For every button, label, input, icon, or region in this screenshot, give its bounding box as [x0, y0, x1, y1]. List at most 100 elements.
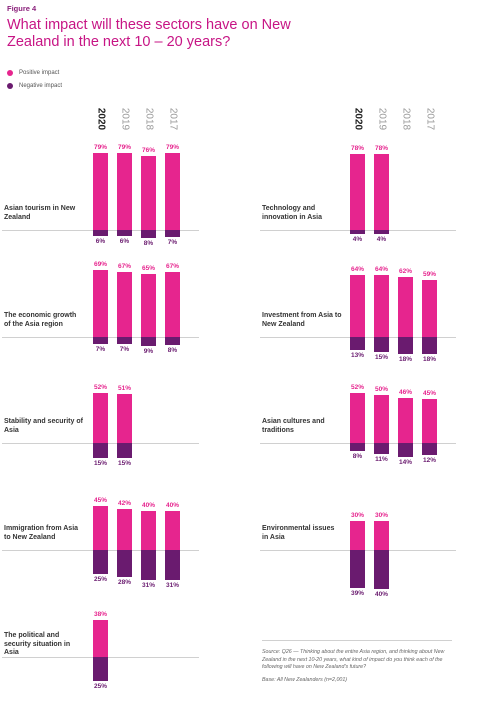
bar-negative-investment-from-asia-to-new-zealand-2019: [374, 337, 389, 352]
bar-positive-asian-cultures-and-traditions-2019: [374, 394, 389, 443]
source-divider: [262, 640, 452, 641]
label-positive-environmental-issues-in-asia-2020: 30%: [350, 511, 364, 519]
bar-negative-asian-tourism-in-new-zealand-2018: [141, 230, 156, 238]
label-positive-immigration-from-asia-to-new-zealand-2018: 40%: [141, 502, 155, 510]
label-positive-stability-and-security-of-asia-2020: 52%: [93, 383, 107, 391]
label-positive-the-economic-growth-of-the-asia-region-2019: 67%: [117, 263, 131, 270]
bar-negative-stability-and-security-of-asia-2019: [117, 443, 132, 458]
bar-negative-asian-tourism-in-new-zealand-2017: [165, 230, 180, 237]
label-negative-investment-from-asia-to-new-zealand-2017: 18%: [422, 356, 436, 364]
label-positive-stability-and-security-of-asia-2019: 51%: [117, 384, 131, 392]
label-negative-stability-and-security-of-asia-2019: 15%: [117, 459, 131, 467]
bar-negative-the-economic-growth-of-the-asia-region-2020: [93, 337, 108, 344]
year-label-2020: 2020: [352, 107, 363, 131]
bar-positive-stability-and-security-of-asia-2019: [117, 393, 132, 443]
bar-positive-the-economic-growth-of-the-asia-region-2019: [117, 272, 132, 337]
bar-positive-environmental-issues-in-asia-2019: [374, 520, 389, 550]
bar-positive-asian-tourism-in-new-zealand-2017: [165, 153, 180, 230]
label-negative-immigration-from-asia-to-new-zealand-2017: 31%: [165, 582, 179, 590]
bar-negative-immigration-from-asia-to-new-zealand-2018: [141, 550, 156, 581]
source-note: Source: Q26 — Thinking about the entire …: [262, 649, 462, 689]
bar-positive-investment-from-asia-to-new-zealand-2017: [422, 279, 437, 337]
legend-swatch-negative: [7, 82, 13, 89]
label-negative-the-political-and-security-situation-in-asia-2020: 25%: [93, 683, 107, 691]
label-positive-asian-tourism-in-new-zealand-2019: 79%: [117, 144, 131, 152]
bar-negative-stability-and-security-of-asia-2020: [93, 443, 108, 458]
label-negative-technology-and-innovation-in-asia-2020: 4%: [352, 235, 363, 243]
bar-negative-asian-tourism-in-new-zealand-2019: [117, 230, 132, 236]
bar-negative-immigration-from-asia-to-new-zealand-2017: [165, 550, 180, 581]
year-label-2017: 2017: [424, 107, 435, 131]
legend-item-negative: Negative impact: [7, 79, 62, 92]
bar-positive-the-political-and-security-situation-in-asia-2020: [93, 620, 108, 657]
legend-label-positive: Positive impact: [19, 69, 60, 76]
label-negative-asian-cultures-and-traditions-2020: 8%: [352, 452, 363, 460]
sector-label-immigration-from-asia-to-new-zealand: Immigration from Asia to New Zealand: [4, 525, 79, 541]
bar-negative-environmental-issues-in-asia-2020: [350, 550, 365, 588]
label-negative-the-economic-growth-of-the-asia-region-2018: 9%: [143, 347, 154, 355]
label-negative-immigration-from-asia-to-new-zealand-2020: 25%: [93, 576, 107, 584]
year-label-2020: 2020: [95, 107, 106, 131]
sector-label-the-political-and-security-situation-in-asia: The political and security situation in …: [4, 632, 71, 656]
bar-negative-immigration-from-asia-to-new-zealand-2020: [93, 550, 108, 575]
bar-positive-immigration-from-asia-to-new-zealand-2020: [93, 506, 108, 550]
bar-negative-immigration-from-asia-to-new-zealand-2019: [117, 550, 132, 578]
label-positive-asian-tourism-in-new-zealand-2020: 79%: [93, 144, 107, 152]
bar-positive-asian-tourism-in-new-zealand-2018: [141, 156, 156, 230]
bar-negative-asian-cultures-and-traditions-2018: [398, 443, 413, 457]
bar-positive-immigration-from-asia-to-new-zealand-2019: [117, 509, 132, 550]
label-positive-immigration-from-asia-to-new-zealand-2019: 42%: [117, 500, 131, 508]
label-positive-asian-cultures-and-traditions-2020: 52%: [350, 383, 364, 391]
label-negative-immigration-from-asia-to-new-zealand-2019: 28%: [117, 579, 131, 587]
bar-negative-the-economic-growth-of-the-asia-region-2018: [141, 337, 156, 346]
label-negative-investment-from-asia-to-new-zealand-2020: 13%: [350, 351, 364, 359]
bar-positive-the-economic-growth-of-the-asia-region-2018: [141, 273, 156, 337]
bar-positive-asian-cultures-and-traditions-2017: [422, 399, 437, 443]
label-positive-the-economic-growth-of-the-asia-region-2017: 67%: [165, 263, 179, 270]
label-negative-immigration-from-asia-to-new-zealand-2018: 31%: [141, 582, 155, 590]
label-negative-environmental-issues-in-asia-2019: 40%: [374, 590, 388, 598]
sector-label-asian-cultures-and-traditions: Asian cultures and traditions: [262, 418, 325, 434]
label-positive-asian-cultures-and-traditions-2018: 46%: [398, 389, 412, 397]
sector-label-stability-and-security-of-asia: Stability and security of Asia: [4, 418, 83, 434]
bar-negative-technology-and-innovation-in-asia-2020: [350, 230, 365, 234]
label-negative-the-economic-growth-of-the-asia-region-2020: 7%: [95, 345, 106, 353]
label-positive-asian-tourism-in-new-zealand-2018: 76%: [141, 147, 155, 155]
label-negative-asian-tourism-in-new-zealand-2018: 8%: [143, 239, 154, 247]
legend-swatch-positive: [7, 69, 13, 76]
bar-negative-the-economic-growth-of-the-asia-region-2017: [165, 337, 180, 345]
label-positive-investment-from-asia-to-new-zealand-2017: 59%: [422, 270, 436, 278]
label-positive-asian-tourism-in-new-zealand-2017: 79%: [165, 144, 179, 152]
bar-positive-technology-and-innovation-in-asia-2020: [350, 154, 365, 230]
label-negative-asian-tourism-in-new-zealand-2019: 6%: [119, 237, 130, 245]
label-negative-asian-cultures-and-traditions-2018: 14%: [398, 458, 412, 466]
label-negative-asian-cultures-and-traditions-2017: 12%: [422, 456, 436, 464]
bar-positive-asian-tourism-in-new-zealand-2020: [93, 153, 108, 230]
label-positive-the-political-and-security-situation-in-asia-2020: 38%: [93, 611, 107, 619]
bar-positive-the-economic-growth-of-the-asia-region-2017: [165, 272, 180, 337]
label-negative-investment-from-asia-to-new-zealand-2018: 18%: [398, 356, 412, 364]
sector-label-asian-tourism-in-new-zealand: Asian tourism in New Zealand: [4, 205, 76, 221]
bar-positive-environmental-issues-in-asia-2020: [350, 520, 365, 550]
bar-positive-technology-and-innovation-in-asia-2019: [374, 154, 389, 230]
source-text: Source: Q26 — Thinking about the entire …: [262, 649, 445, 670]
bar-negative-asian-cultures-and-traditions-2017: [422, 443, 437, 455]
bar-positive-stability-and-security-of-asia-2020: [93, 392, 108, 443]
label-positive-immigration-from-asia-to-new-zealand-2020: 45%: [93, 497, 107, 505]
label-positive-technology-and-innovation-in-asia-2020: 78%: [350, 145, 364, 153]
bar-negative-investment-from-asia-to-new-zealand-2017: [422, 337, 437, 355]
bar-positive-investment-from-asia-to-new-zealand-2018: [398, 276, 413, 337]
bar-positive-the-economic-growth-of-the-asia-region-2020: [93, 270, 108, 337]
label-positive-the-economic-growth-of-the-asia-region-2018: 65%: [141, 264, 155, 272]
label-negative-asian-tourism-in-new-zealand-2020: 6%: [95, 237, 106, 245]
bar-positive-investment-from-asia-to-new-zealand-2020: [350, 274, 365, 337]
label-negative-asian-tourism-in-new-zealand-2017: 7%: [167, 238, 178, 246]
sector-label-the-economic-growth-of-the-asia-region: The economic growth of the Asia region: [4, 312, 77, 328]
bar-negative-environmental-issues-in-asia-2019: [374, 550, 389, 589]
sector-label-environmental-issues-in-asia: Environmental issues in Asia: [262, 525, 335, 541]
year-label-2017: 2017: [167, 107, 178, 131]
label-positive-asian-cultures-and-traditions-2017: 45%: [422, 390, 436, 398]
label-positive-investment-from-asia-to-new-zealand-2020: 64%: [350, 265, 364, 273]
bar-positive-asian-cultures-and-traditions-2020: [350, 392, 365, 443]
bar-negative-asian-cultures-and-traditions-2019: [374, 443, 389, 454]
